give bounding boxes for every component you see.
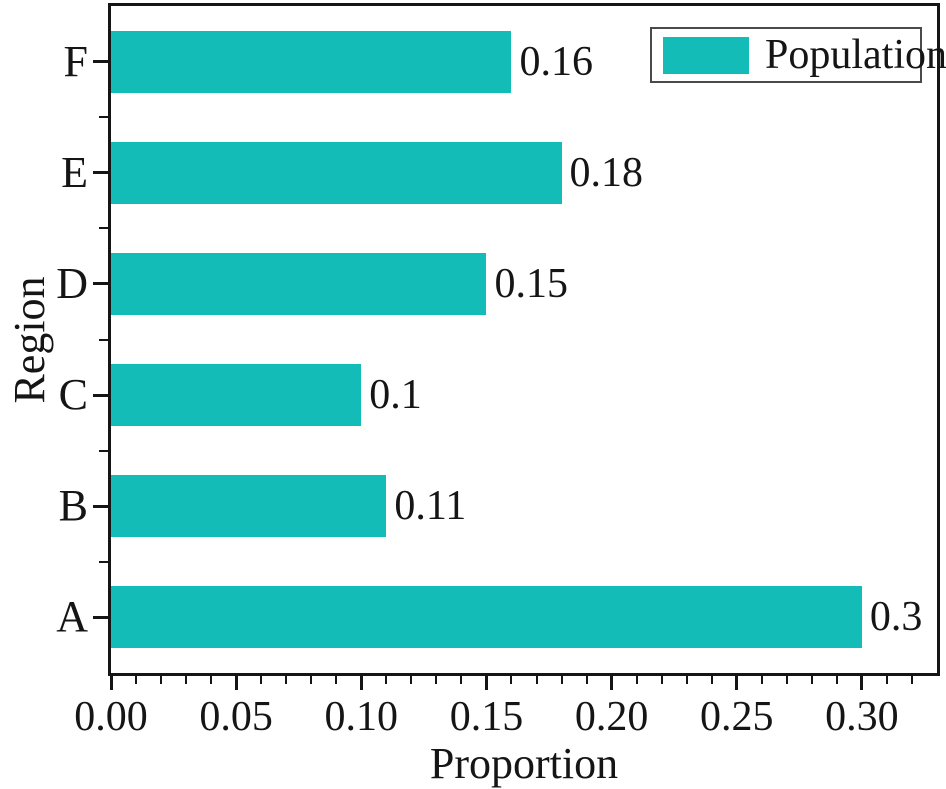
x-minor-tick-22	[660, 676, 663, 684]
x-major-tick-0.00	[109, 676, 113, 690]
y-tick-label-A: A	[56, 592, 88, 642]
y-major-tick-F	[93, 60, 108, 64]
x-tick-label-0.05: 0.05	[199, 694, 273, 740]
x-minor-tick-8	[310, 676, 313, 684]
x-tick-label-0.00: 0.00	[74, 694, 148, 740]
x-minor-tick-32	[910, 676, 913, 684]
x-minor-tick-2	[160, 676, 163, 684]
x-major-tick-0.30	[860, 676, 864, 690]
bar-F	[111, 30, 512, 93]
y-major-tick-A	[93, 615, 108, 619]
plot-area: 0.3 0.11 0.1 0.15 0.18 0.16	[108, 3, 940, 676]
y-tick-label-C: C	[58, 370, 88, 420]
x-minor-tick-6	[260, 676, 263, 684]
y-tick-label-E: E	[61, 147, 88, 197]
x-tick-label-0.10: 0.10	[324, 694, 399, 740]
x-major-tick-0.05	[234, 676, 238, 690]
x-minor-tick-27	[785, 676, 788, 684]
x-minor-tick-16	[510, 676, 513, 684]
bar-value-label-F: 0.16	[519, 38, 593, 85]
x-minor-tick-24	[710, 676, 713, 684]
y-major-tick-E	[93, 171, 108, 175]
x-minor-tick-28	[810, 676, 813, 684]
y-minor-tick-2	[99, 449, 108, 452]
x-minor-tick-14	[460, 676, 463, 684]
x-minor-tick-3	[185, 676, 188, 684]
y-minor-tick-3	[99, 338, 108, 341]
legend: Population	[650, 27, 946, 83]
y-tick-label-D: D	[56, 258, 88, 308]
x-minor-tick-9	[335, 676, 338, 684]
x-minor-tick-11	[385, 676, 388, 684]
x-tick-label-0.25: 0.25	[700, 694, 774, 740]
x-minor-tick-26	[760, 676, 763, 684]
y-tick-label-F: F	[63, 36, 88, 86]
y-major-tick-C	[93, 393, 108, 397]
x-minor-tick-7	[285, 676, 288, 684]
x-major-tick-0.10	[359, 676, 363, 690]
x-minor-tick-21	[635, 676, 638, 684]
bar-E	[111, 141, 562, 204]
x-minor-tick-12	[410, 676, 413, 684]
bar-A	[111, 586, 862, 649]
bar-D	[111, 252, 487, 315]
legend-swatch	[663, 36, 749, 74]
x-minor-tick-1	[135, 676, 138, 684]
x-minor-tick-23	[685, 676, 688, 684]
x-minor-tick-18	[560, 676, 563, 684]
x-minor-tick-4	[210, 676, 213, 684]
bar-B	[111, 475, 387, 538]
y-major-tick-B	[93, 504, 108, 508]
x-major-tick-0.20	[610, 676, 614, 690]
x-minor-tick-17	[535, 676, 538, 684]
x-tick-label-0.30: 0.30	[825, 694, 899, 740]
x-axis-title: Proportion	[429, 739, 619, 788]
bar-value-label-B: 0.11	[394, 483, 467, 530]
y-major-tick-D	[93, 282, 108, 286]
x-minor-tick-13	[435, 676, 438, 684]
x-major-tick-0.15	[484, 676, 488, 690]
bar-C	[111, 364, 362, 427]
bar-value-label-A: 0.3	[869, 594, 923, 641]
x-major-tick-0.25	[735, 676, 739, 690]
y-minor-tick-1	[99, 560, 108, 563]
bar-value-label-D: 0.15	[494, 260, 568, 307]
x-minor-tick-31	[885, 676, 888, 684]
y-tick-label-B: B	[58, 481, 88, 531]
y-minor-tick-4	[99, 227, 108, 230]
legend-label: Population	[765, 32, 946, 78]
bar-value-label-C: 0.1	[369, 372, 422, 419]
x-tick-label-0.20: 0.20	[574, 694, 649, 740]
y-minor-tick-5	[99, 116, 108, 119]
x-minor-tick-29	[835, 676, 838, 684]
bar-value-label-E: 0.18	[569, 149, 644, 196]
x-tick-label-0.15: 0.15	[449, 694, 524, 740]
x-minor-tick-19	[585, 676, 588, 684]
